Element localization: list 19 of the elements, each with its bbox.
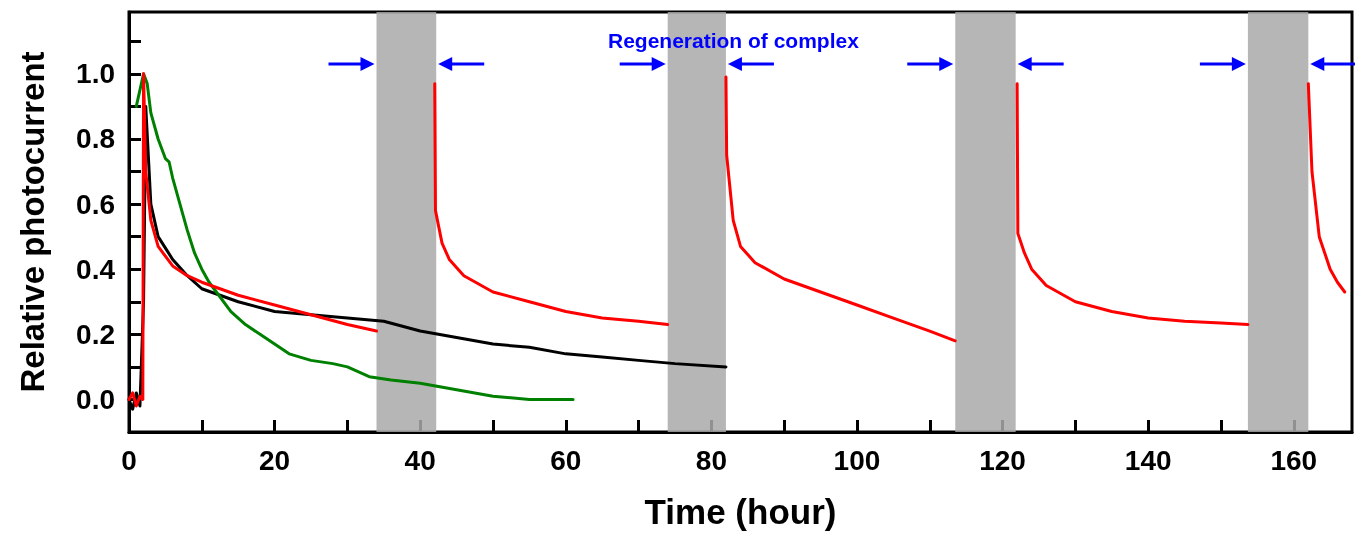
- x-tick-label: 0: [121, 444, 137, 476]
- x-axis-title: Time (hour): [644, 492, 837, 531]
- y-tick-label: 1.0: [76, 58, 115, 90]
- x-tick-label: 60: [550, 444, 582, 476]
- y-tick-label: 0.0: [76, 383, 115, 415]
- annotation: Regeneration of complex: [608, 29, 860, 52]
- line-series: [134, 72, 575, 401]
- x-tick-label: 160: [1270, 444, 1318, 476]
- x-tick-label: 40: [404, 444, 436, 476]
- y-tick-label: 0.4: [76, 253, 116, 285]
- y-tick-label: 0.2: [76, 318, 115, 350]
- x-tick-label: 140: [1124, 444, 1172, 476]
- y-axis-title: Relative photocurrent: [14, 51, 51, 393]
- x-tick-label: 20: [259, 444, 291, 476]
- x-tick-label: 100: [833, 444, 881, 476]
- x-tick-label: 80: [695, 444, 727, 476]
- x-tick-label: 120: [979, 444, 1026, 476]
- y-tick-label: 0.8: [76, 123, 115, 155]
- y-tick-label: 0.6: [76, 188, 115, 220]
